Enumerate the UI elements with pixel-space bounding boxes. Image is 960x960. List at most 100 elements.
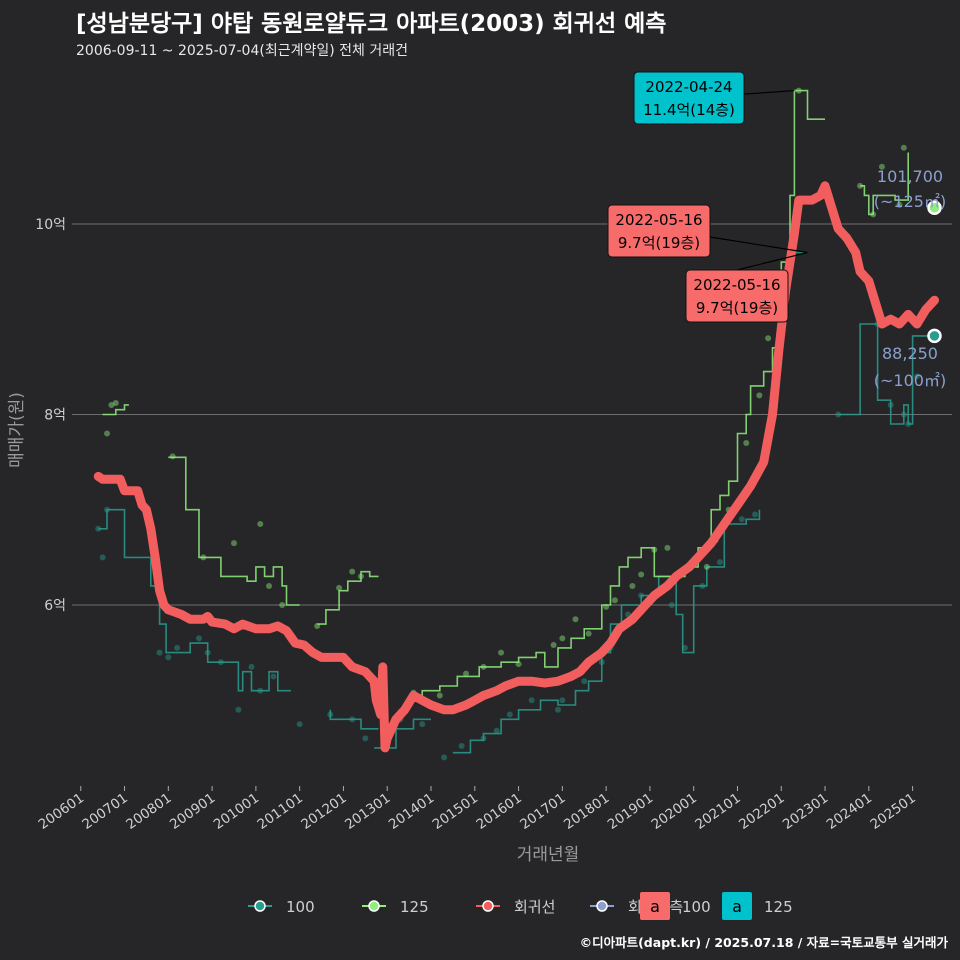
- x-tick-label: 201501: [430, 790, 481, 833]
- scatter-point: [104, 506, 111, 513]
- scatter-point: [913, 373, 920, 380]
- annotation-box: [685, 269, 789, 323]
- scatter-point: [550, 642, 557, 649]
- scatter-point: [204, 649, 211, 656]
- x-tick-label: 202401: [824, 790, 875, 833]
- x-tick-label: 202201: [736, 790, 787, 833]
- regression-layer: [93, 181, 942, 753]
- scatter-point: [900, 144, 907, 151]
- source-caption: ©디아파트(dapt.kr) / 2025.07.18 / 자료=국토교통부 실…: [579, 935, 948, 950]
- legend-label: 회귀선: [514, 898, 555, 916]
- x-tick-label: 202101: [692, 790, 743, 833]
- scatter-point: [349, 716, 356, 723]
- scatter-point: [165, 654, 172, 661]
- legend-swatch-dot: [254, 900, 266, 912]
- series-layer: [98, 89, 935, 754]
- scatter-point: [169, 453, 176, 460]
- scatter-point: [559, 697, 566, 704]
- scatter-point: [104, 430, 111, 437]
- scatter-point: [878, 163, 885, 170]
- annotation-text: 9.7억(19층): [696, 299, 778, 317]
- scatter-point: [668, 602, 675, 608]
- chart-subtitle: 2006-09-11 ~ 2025-07-04(최근계약일) 전체 거래건: [76, 43, 408, 59]
- scatter-point: [436, 692, 443, 699]
- x-tick-label: 202001: [649, 790, 700, 833]
- x-tick-label: 201401: [386, 790, 437, 833]
- end-marker-125: [927, 200, 942, 216]
- x-tick-label: 201901: [605, 790, 656, 833]
- series-line-125e: [860, 152, 909, 216]
- legend-label: 125: [764, 898, 793, 916]
- scatter-point: [585, 630, 592, 637]
- scatter-point: [835, 411, 842, 418]
- scatter-point: [270, 673, 277, 680]
- scatter-point: [200, 554, 207, 561]
- y-tick-label: 8억: [44, 407, 66, 423]
- x-tick-label: 201601: [473, 790, 524, 833]
- scatter-point: [629, 582, 636, 589]
- scatter-point: [598, 659, 605, 666]
- x-tick-label: 201201: [298, 790, 349, 833]
- y-tick-label: 6억: [44, 598, 66, 614]
- legend-label-swatch: [640, 892, 670, 920]
- scatter-point: [638, 571, 645, 578]
- legend-swatch-dot: [596, 900, 608, 912]
- scatter-point: [765, 335, 772, 342]
- scatter-point: [349, 568, 356, 575]
- legend-swatch-dot: [368, 900, 380, 912]
- legend-label-key: a: [650, 897, 660, 916]
- scatter-point: [257, 521, 264, 528]
- scatter-point: [419, 721, 426, 728]
- scatter-point: [248, 663, 255, 670]
- scatter-point: [572, 616, 579, 623]
- series-line-125c: [317, 570, 379, 625]
- scatter-point: [336, 584, 343, 591]
- x-tick-label: 200601: [36, 790, 87, 833]
- scatter-point: [195, 635, 202, 642]
- scatter-point: [515, 661, 522, 668]
- x-tick-label: 200801: [123, 790, 174, 833]
- scatter-point: [441, 754, 448, 761]
- scatter-point: [357, 573, 364, 580]
- series-line-125d: [409, 89, 825, 697]
- scatter-point: [108, 401, 115, 408]
- scatter-point: [99, 554, 106, 561]
- scatter-point: [498, 649, 505, 656]
- scatter-point: [528, 697, 535, 704]
- x-tick-label: 201701: [517, 790, 568, 833]
- chart-title: [성남분당구] 야탑 동원로얄듀크 아파트(2003) 회귀선 예측: [76, 11, 667, 37]
- x-tick-label: 200701: [79, 790, 130, 833]
- legend-label-key: a: [732, 897, 742, 916]
- scatter-point: [506, 711, 513, 718]
- scatter-point: [681, 644, 688, 651]
- scatter-point: [156, 649, 163, 656]
- end-label-area: (~100㎡): [874, 371, 946, 390]
- scatter-point: [266, 582, 273, 589]
- legend-label: 125: [400, 898, 429, 916]
- scatter-point: [235, 706, 242, 713]
- scatter-point: [230, 540, 237, 547]
- annotation-leader: [736, 251, 808, 271]
- scatter-point: [664, 544, 671, 551]
- series-line-100: [98, 508, 291, 692]
- scatter-point: [493, 727, 500, 734]
- end-label-value: 88,250: [882, 344, 938, 363]
- scatter-point: [217, 659, 224, 666]
- scatter-point: [559, 635, 566, 642]
- scatter-point: [279, 602, 286, 608]
- series-line-100c: [452, 509, 761, 754]
- x-tick-label: 200901: [167, 790, 218, 833]
- x-tick-label: 201801: [561, 790, 612, 833]
- scatter-point: [699, 582, 706, 589]
- scatter-point: [756, 392, 763, 399]
- scatter-point: [738, 516, 745, 523]
- annotation-leader: [709, 236, 808, 254]
- scatter-point: [257, 687, 264, 694]
- scatter-point: [638, 592, 645, 599]
- scatter-point: [870, 211, 877, 218]
- y-tick-label: 10억: [35, 217, 66, 233]
- scatter-point: [581, 678, 588, 685]
- x-axis-title: 거래년월: [517, 845, 580, 865]
